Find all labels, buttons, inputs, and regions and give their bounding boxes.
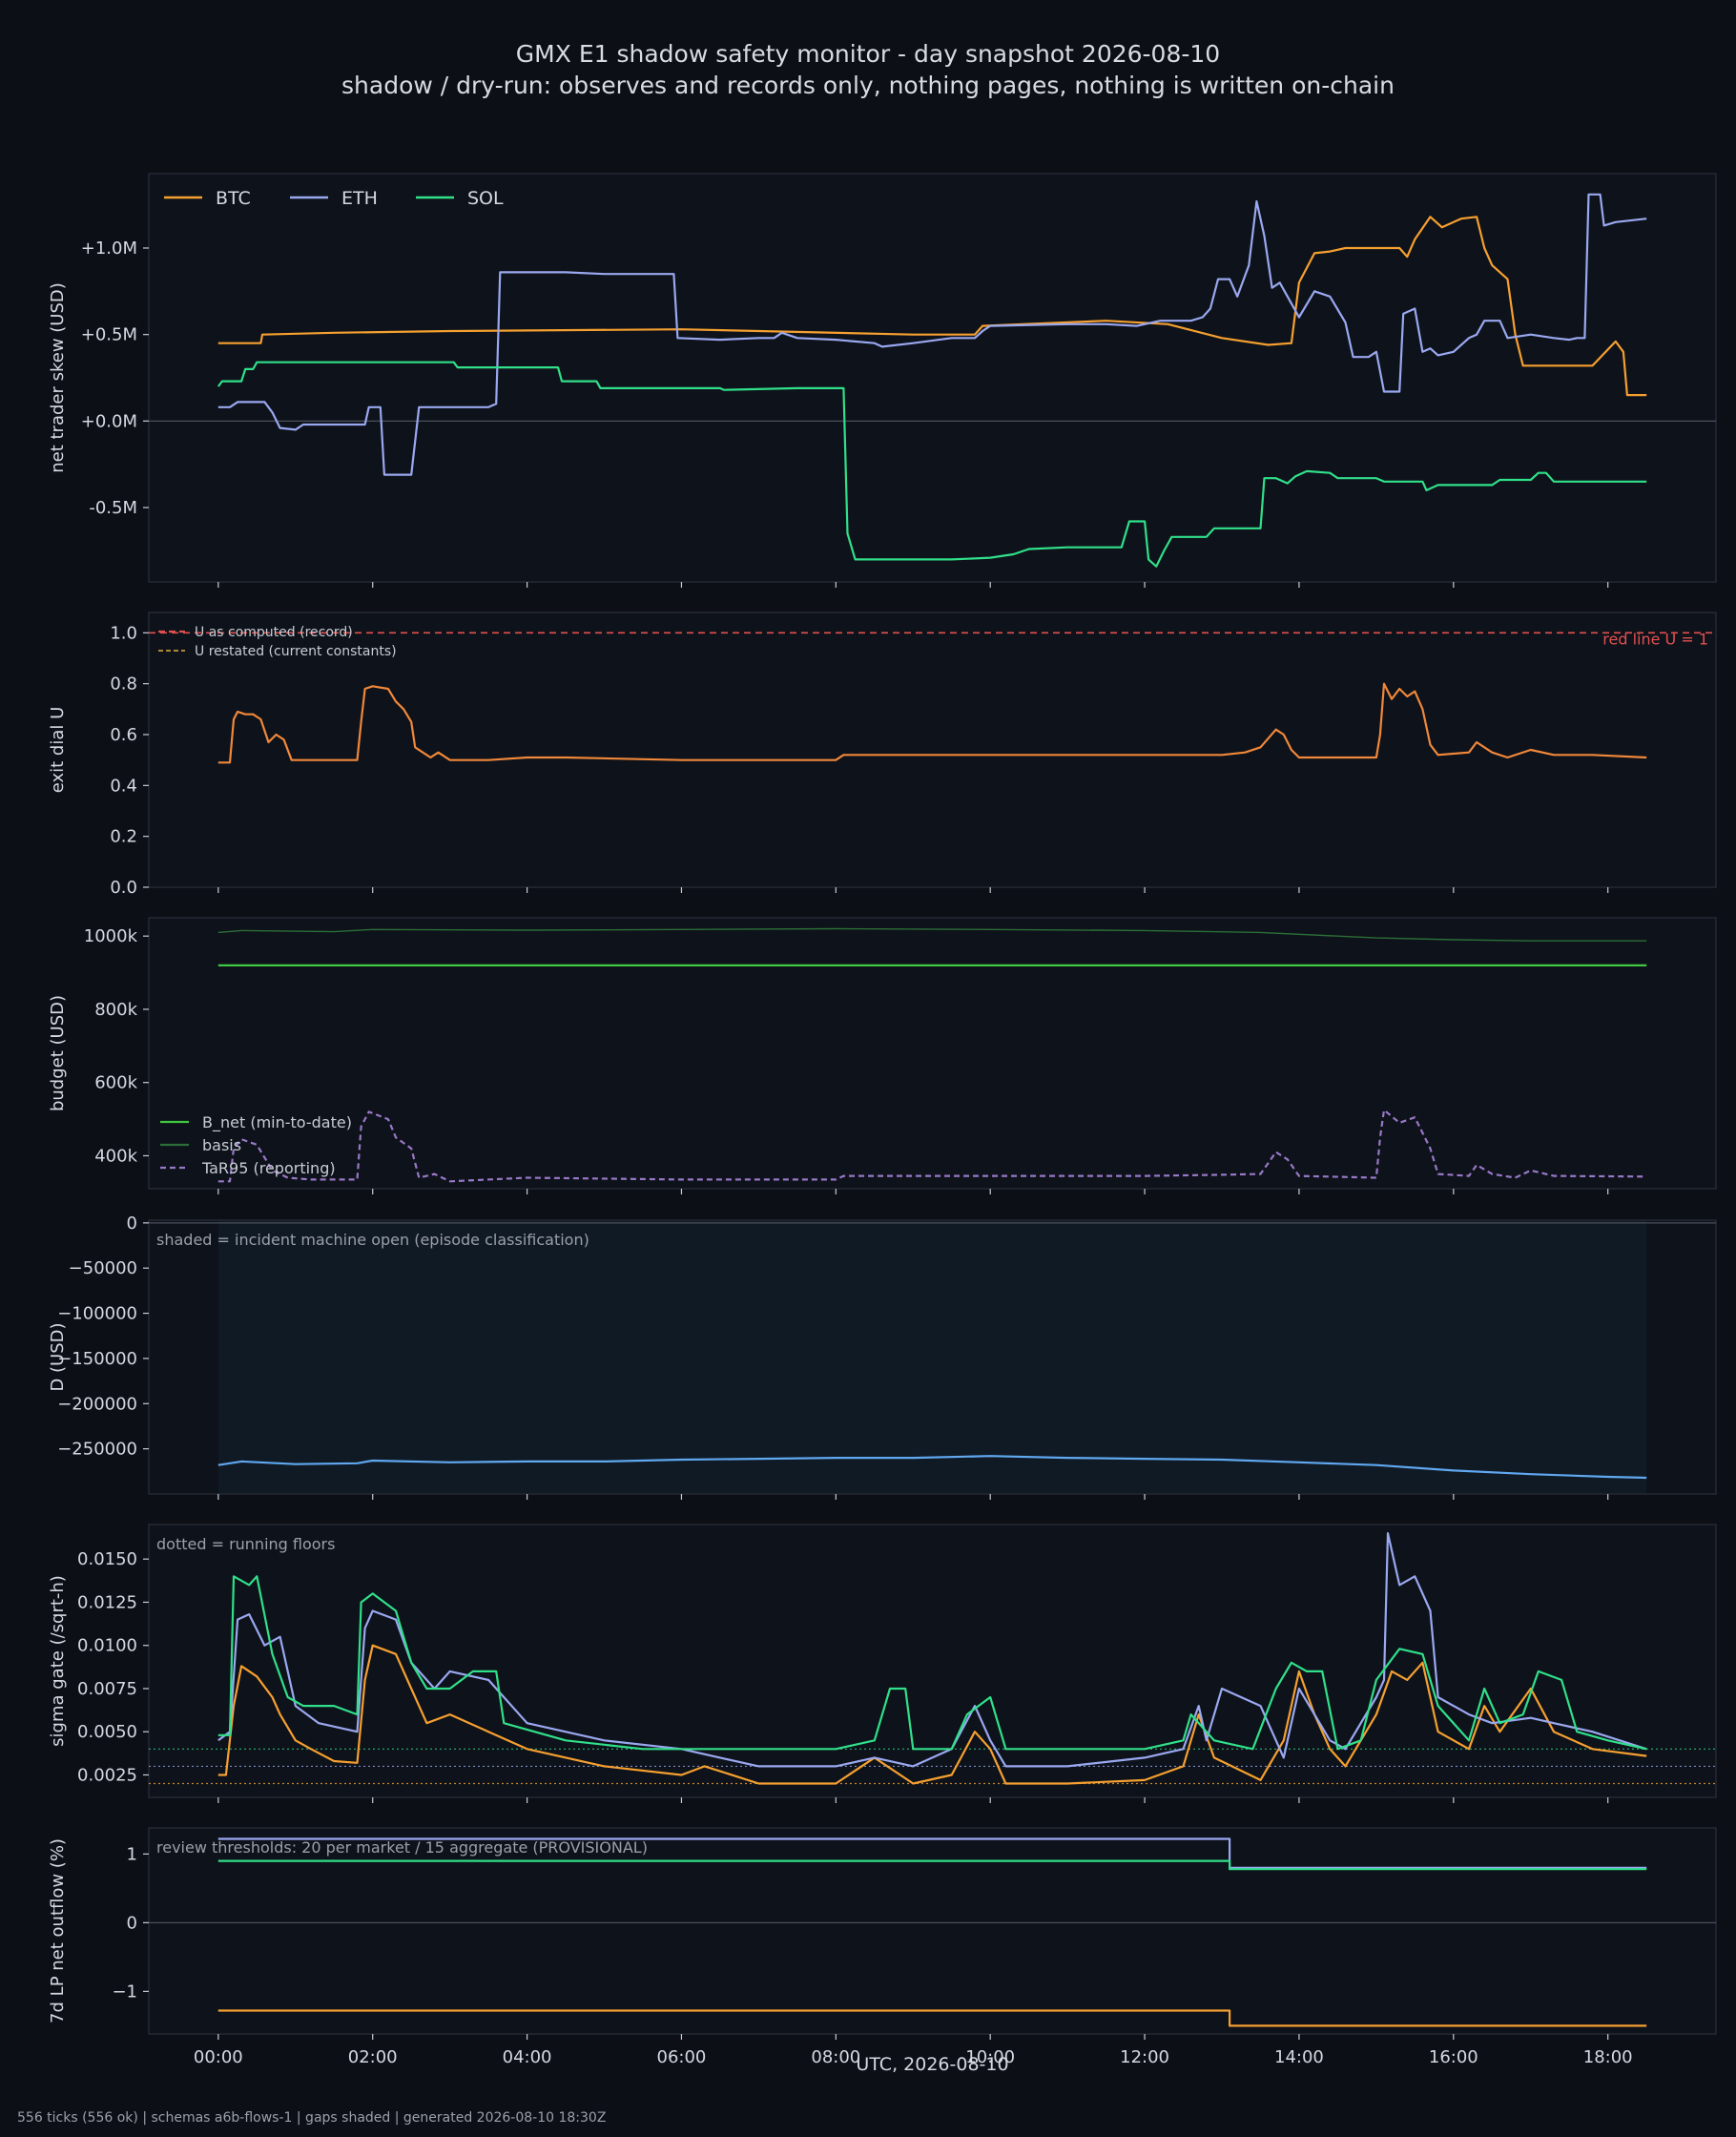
y-tick-label: −1	[112, 1981, 137, 2002]
series-line-eth	[217, 1532, 1647, 1768]
y-tick-label: +0.0M	[81, 411, 137, 431]
series-line-series	[217, 1455, 1647, 1480]
y-tick-label: 0.6	[110, 725, 137, 745]
legend-label-btc: BTC	[216, 188, 251, 209]
y-tick-label: 400k	[94, 1146, 137, 1166]
y-tick-label: 0.0025	[77, 1765, 137, 1785]
legend-label-sol: SOL	[467, 188, 504, 209]
y-tick-label: 1000k	[84, 926, 138, 946]
panel-annotation: shaded = incident machine open (episode …	[156, 1231, 589, 1249]
y-tick-label: +0.5M	[81, 325, 137, 345]
panel-frame	[148, 917, 1717, 1190]
chart-title-block: GMX E1 shadow safety monitor - day snaps…	[0, 38, 1736, 101]
x-axis-label: UTC, 2026-08-10	[856, 2054, 1008, 2075]
y-tick-label: 0.0150	[77, 1549, 137, 1569]
panel-frame	[148, 1524, 1717, 1798]
panel-2	[143, 612, 1717, 893]
series-line-sol	[217, 361, 1647, 568]
legend-label-budget-2: basis	[202, 1136, 241, 1154]
series-line-sol	[217, 1859, 1647, 1871]
y-axis-label: 7d LP net outflow (%)	[48, 1838, 68, 2023]
series-line-tar95-reporting-	[217, 1109, 1647, 1183]
legend-label-u-restated: U restated (current constants)	[195, 644, 397, 659]
y-tick-label: 0.4	[110, 776, 137, 796]
chart-title: GMX E1 shadow safety monitor - day snaps…	[515, 40, 1221, 68]
series-line-eth	[217, 193, 1647, 476]
y-axis-label: D (USD)	[48, 1322, 68, 1391]
panel-frame	[148, 1827, 1717, 2035]
panel-annotation: review thresholds: 20 per market / 15 ag…	[156, 1838, 648, 1857]
y-tick-label: 0.0075	[77, 1679, 137, 1699]
x-tick-label: 14:00	[1274, 2047, 1324, 2067]
x-tick-label: 16:00	[1429, 2047, 1478, 2067]
series-line-btc	[217, 2009, 1647, 2027]
y-tick-label: 0.2	[110, 827, 137, 847]
y-axis-label: exit dial U	[48, 707, 68, 794]
footer-status: 556 ticks (556 ok) | schemas a6b-flows-1…	[17, 2110, 607, 2126]
y-tick-label: 600k	[94, 1073, 137, 1093]
panel-frame	[148, 612, 1717, 888]
y-tick-label: 0.0050	[77, 1722, 137, 1742]
y-tick-label: 0.0100	[77, 1636, 137, 1656]
y-tick-label: −100000	[57, 1304, 137, 1324]
y-tick-label: −150000	[57, 1349, 137, 1369]
x-tick-label: 00:00	[194, 2047, 243, 2067]
y-tick-label: 0	[127, 1214, 137, 1234]
y-axis-label: budget (USD)	[48, 995, 68, 1111]
chart-subtitle: shadow / dry-run: observes and records o…	[341, 72, 1395, 99]
y-tick-label: −50000	[69, 1258, 137, 1278]
panel-3	[143, 917, 1717, 1194]
incident-shaded-region	[217, 1221, 1647, 1493]
series-line-basis	[217, 927, 1647, 942]
y-tick-label: 800k	[94, 1000, 137, 1020]
y-tick-label: 0.0125	[77, 1592, 137, 1612]
y-tick-label: 1	[127, 1844, 137, 1864]
y-tick-label: −250000	[57, 1440, 137, 1460]
y-tick-label: 0.8	[110, 674, 137, 695]
series-line-btc	[217, 1644, 1647, 1785]
series-line-btc	[217, 216, 1647, 397]
x-tick-label: 18:00	[1583, 2047, 1633, 2067]
y-tick-label: -0.5M	[89, 498, 137, 518]
panel-1	[143, 173, 1717, 588]
y-tick-label: 0.0	[110, 878, 137, 898]
y-axis-label: sigma gate (/sqrt-h)	[48, 1575, 68, 1747]
series-line-sol	[217, 1575, 1647, 1751]
panel-4	[143, 1219, 1717, 1500]
x-tick-label: 02:00	[348, 2047, 398, 2067]
legend-label-budget-1: B_net (min-to-date)	[202, 1113, 352, 1132]
x-tick-label: 12:00	[1120, 2047, 1169, 2067]
legend-label-eth: ETH	[341, 188, 378, 209]
legend-label-u-computed: U as computed (record)	[195, 625, 353, 640]
y-tick-label: 0	[127, 1913, 137, 1933]
red-line-label: red line U = 1	[1602, 630, 1708, 648]
x-tick-label: 06:00	[657, 2047, 707, 2067]
x-tick-label: 10:00	[965, 2047, 1015, 2067]
panel-annotation: dotted = running floors	[156, 1535, 335, 1553]
y-tick-label: −200000	[57, 1394, 137, 1414]
x-tick-label: 04:00	[503, 2047, 552, 2067]
y-axis-label: net trader skew (USD)	[48, 282, 68, 473]
x-tick-label: 08:00	[811, 2047, 860, 2067]
panel-5	[143, 1524, 1717, 1803]
panel-frame	[148, 173, 1717, 583]
y-tick-label: +1.0M	[81, 239, 137, 259]
series-line-eth	[217, 1837, 1647, 1869]
panel-6	[143, 1827, 1717, 2040]
series-line-u-as-computed-record-	[217, 682, 1647, 764]
legend-label-budget-3: TaR95 (reporting)	[201, 1159, 336, 1177]
y-tick-label: 1.0	[110, 623, 137, 643]
